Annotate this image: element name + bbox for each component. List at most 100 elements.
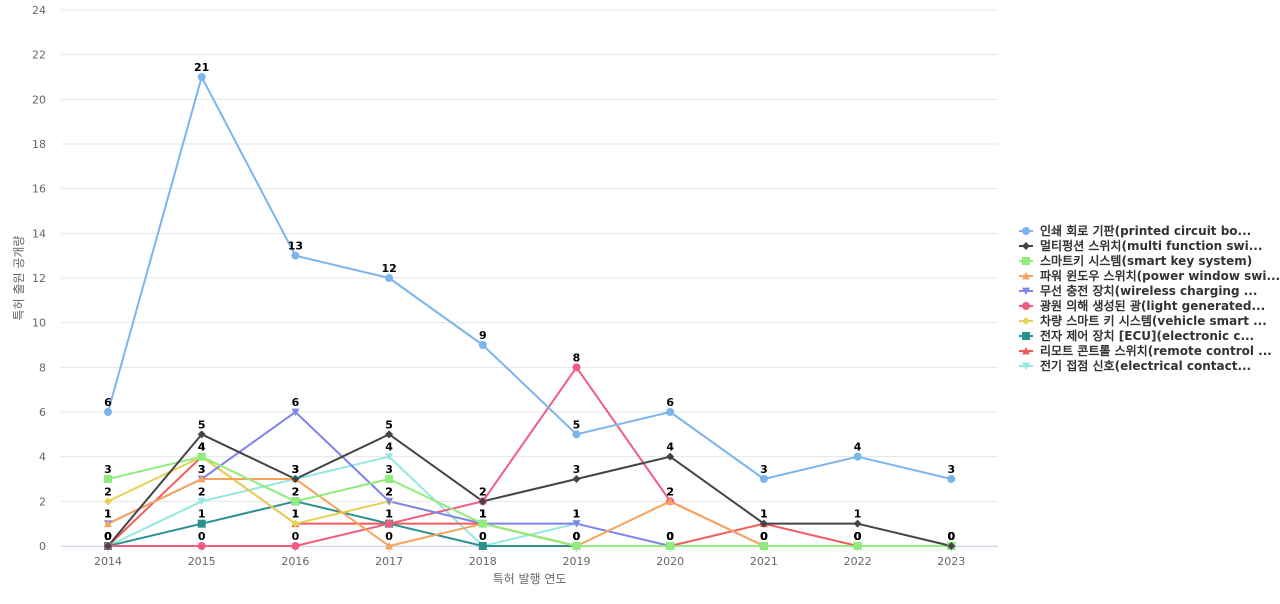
data-label: 0 — [760, 530, 768, 543]
data-label: 0 — [947, 530, 955, 543]
legend-marker — [1022, 257, 1030, 265]
data-label: 0 — [104, 530, 112, 543]
data-point — [385, 475, 394, 483]
data-point — [291, 475, 300, 483]
y-tick-label: 24 — [32, 4, 46, 17]
data-label: 12 — [381, 262, 396, 275]
data-label: 3 — [104, 463, 112, 476]
data-point — [759, 542, 768, 550]
data-label: 21 — [194, 61, 209, 74]
y-tick-label: 4 — [39, 451, 46, 464]
data-label: 2 — [666, 485, 674, 498]
data-point — [104, 475, 112, 483]
series-line — [107, 76, 953, 480]
data-label: 0 — [947, 530, 955, 543]
data-label: 3 — [947, 463, 955, 476]
data-label: 1 — [198, 508, 206, 521]
data-label: 1 — [385, 508, 393, 521]
data-label: 4 — [385, 441, 393, 454]
data-label: 0 — [104, 530, 112, 543]
data-label: 1 — [479, 508, 487, 521]
data-label: 0 — [947, 530, 955, 543]
data-label: 0 — [854, 530, 862, 543]
data-point — [572, 363, 581, 372]
legend-item: 광원 의해 생성된 광(light generated... — [1019, 298, 1265, 313]
data-point — [291, 497, 300, 506]
data-label: 4 — [198, 441, 206, 454]
data-point — [197, 497, 206, 506]
data-label: 3 — [292, 463, 300, 476]
data-point — [197, 430, 206, 439]
data-point — [478, 542, 487, 550]
data-point — [197, 542, 206, 550]
data-label: 1 — [292, 508, 300, 521]
data-label: 0 — [854, 530, 862, 543]
data-point — [572, 520, 581, 528]
data-label: 1 — [760, 508, 768, 521]
data-label: 1 — [573, 508, 581, 521]
legend-item: 인쇄 회로 기판(printed circuit bo... — [1019, 223, 1251, 238]
data-label: 2 — [292, 485, 300, 498]
data-label: 0 — [385, 530, 393, 543]
data-label: 0 — [104, 530, 112, 543]
legend-item: 전자 제어 장치 [ECU](electronic c... — [1019, 328, 1254, 343]
data-label: 1 — [854, 508, 862, 521]
data-label: 1 — [385, 508, 393, 521]
data-point — [291, 408, 300, 416]
data-label: 0 — [760, 530, 768, 543]
data-label: 2 — [198, 485, 206, 498]
legend: 인쇄 회로 기판(printed circuit bo...멀티펑션 스위치(m… — [1019, 223, 1280, 373]
data-label: 0 — [198, 530, 206, 543]
series-markers — [104, 73, 956, 550]
data-label: 0 — [573, 530, 581, 543]
data-label: 0 — [854, 530, 862, 543]
legend-item: 차량 스마트 키 시스템(vehicle smart ... — [1019, 313, 1267, 328]
data-label: 0 — [479, 530, 487, 543]
legend-item: 스마트키 시스템(smart key system) — [1019, 253, 1252, 268]
data-point — [291, 251, 300, 260]
data-label: 3 — [198, 463, 206, 476]
data-point — [572, 430, 581, 439]
y-tick-label: 14 — [32, 227, 46, 240]
data-label: 1 — [385, 508, 393, 521]
legend-marker — [1022, 287, 1030, 295]
data-label: 5 — [198, 418, 206, 431]
data-point — [104, 519, 112, 528]
legend-item: 파워 윈도우 스위치(power window swi... — [1019, 268, 1280, 283]
data-label: 0 — [292, 530, 300, 543]
data-label: 3 — [292, 463, 300, 476]
data-point — [385, 274, 394, 282]
legend-label: 광원 의해 생성된 광(light generated... — [1040, 298, 1265, 313]
data-label: 0 — [854, 530, 862, 543]
data-point — [478, 519, 487, 528]
data-label: 1 — [479, 508, 487, 521]
data-point — [104, 542, 112, 550]
data-point — [197, 73, 206, 81]
data-label: 6 — [292, 396, 300, 409]
legend-label: 전기 접점 신호(electrical contact... — [1040, 358, 1251, 373]
data-label: 3 — [760, 463, 768, 476]
legend-label: 리모트 콘트롤 스위치(remote control ... — [1040, 343, 1272, 358]
data-point — [197, 475, 206, 483]
data-label: 4 — [198, 441, 206, 454]
data-point — [291, 542, 300, 550]
data-point — [572, 542, 581, 550]
x-tick-label: 2022 — [844, 555, 872, 568]
data-label: 0 — [666, 530, 674, 543]
legend-item: 멀티펑션 스위치(multi function swi... — [1019, 238, 1262, 253]
data-label: 0 — [854, 530, 862, 543]
data-label: 4 — [198, 441, 206, 454]
data-label: 0 — [947, 530, 955, 543]
legend-marker — [1022, 242, 1030, 250]
y-tick-label: 12 — [32, 272, 46, 285]
legend-marker — [1022, 317, 1030, 325]
data-label: 0 — [666, 530, 674, 543]
data-label: 1 — [479, 508, 487, 521]
series-line — [107, 455, 953, 547]
data-label: 0 — [760, 530, 768, 543]
y-tick-label: 0 — [39, 540, 46, 553]
data-label: 6 — [666, 396, 674, 409]
data-label: 1 — [479, 508, 487, 521]
x-tick-label: 2015 — [188, 555, 216, 568]
